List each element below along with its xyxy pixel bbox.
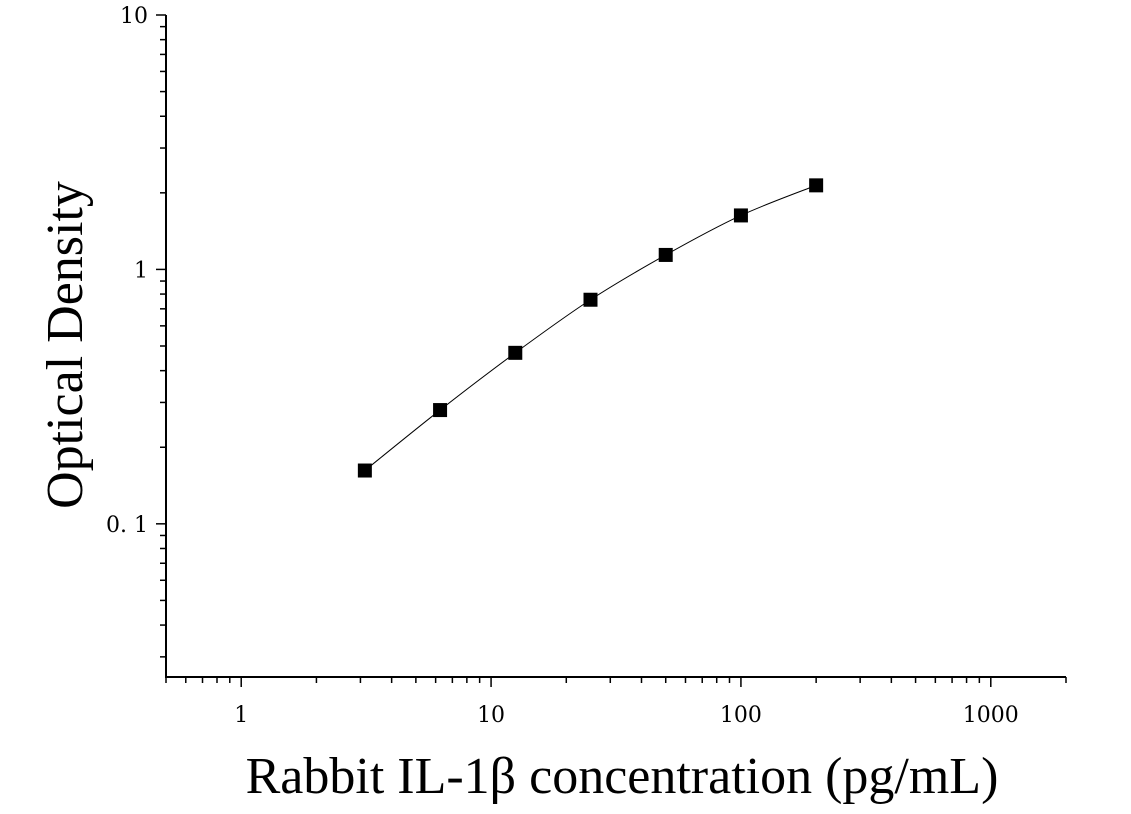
data-point: [508, 345, 523, 360]
y-tick-label: 0. 1: [106, 513, 148, 538]
x-tick-label: 100: [720, 703, 762, 728]
y-tick-label: 1: [134, 258, 148, 283]
y-tick-label: 10: [120, 4, 148, 29]
data-points: [357, 178, 824, 478]
x-tick-label: 1: [234, 703, 248, 728]
data-point: [733, 208, 748, 223]
axes: [165, 15, 1066, 678]
x-axis-title: Rabbit IL-1β concentration (pg/mL): [246, 748, 999, 805]
x-tick-labels: 1 10 100 1000: [234, 703, 1019, 728]
fit-curve: [364, 184, 817, 471]
x-ticks: [165, 677, 1067, 687]
data-point: [658, 247, 673, 262]
y-axis-title: Optical Density: [37, 181, 94, 509]
data-point: [583, 292, 598, 307]
x-tick-label: 1000: [963, 703, 1019, 728]
data-point: [809, 178, 824, 193]
data-point: [433, 403, 448, 418]
x-tick-label: 10: [477, 703, 505, 728]
y-ticks: [156, 14, 166, 658]
data-point: [357, 463, 372, 478]
y-tick-labels: 0. 1 1 10: [106, 4, 148, 538]
